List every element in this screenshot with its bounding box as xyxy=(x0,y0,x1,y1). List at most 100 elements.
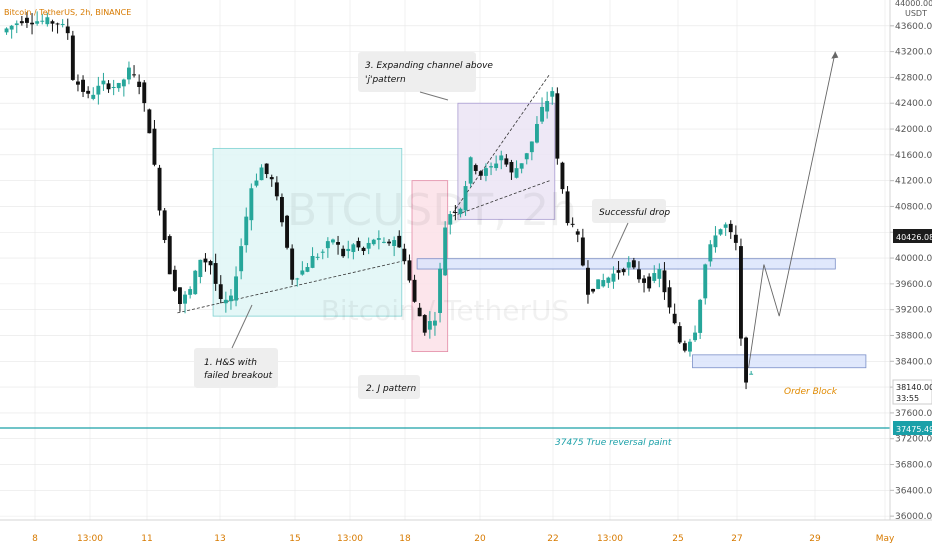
channel-bottom-line xyxy=(452,180,550,217)
candle-body xyxy=(45,17,50,25)
candle-body xyxy=(504,158,509,165)
candle-body xyxy=(178,287,182,304)
time-tick-label: 13:00 xyxy=(597,534,623,544)
candle-body xyxy=(468,157,473,184)
candle-body xyxy=(703,264,708,299)
candle-body xyxy=(351,244,356,253)
candle-body xyxy=(4,28,9,33)
time-tick-label: 18 xyxy=(399,534,411,544)
time-tick-label: 15 xyxy=(289,534,300,544)
candle-body xyxy=(550,91,555,97)
zones xyxy=(212,102,867,369)
candle-body xyxy=(382,241,386,243)
candle-body xyxy=(203,258,208,263)
j-note-label: 2. J pattern xyxy=(366,384,416,394)
candle-body xyxy=(642,278,646,283)
candle-body xyxy=(591,288,595,292)
candle-body xyxy=(152,128,157,165)
candle-body xyxy=(540,106,544,122)
candle-body xyxy=(718,229,723,235)
candle-body xyxy=(91,94,96,99)
candle-body xyxy=(356,240,361,248)
candle-body xyxy=(484,168,488,176)
candle-body xyxy=(121,79,126,87)
current-price-badge[interactable]: 40426.08 xyxy=(893,229,932,243)
candle-body xyxy=(336,242,340,245)
candle-body xyxy=(560,162,565,190)
candle-body xyxy=(545,101,550,112)
candle-body xyxy=(234,276,238,301)
candle-body xyxy=(499,155,504,161)
candle-body xyxy=(19,21,24,24)
candle-body xyxy=(509,161,514,173)
candle-body xyxy=(749,373,754,375)
last-price-value: 38140.00 xyxy=(896,383,932,392)
price-tick-label: 39200.00 xyxy=(895,306,932,316)
candle-body xyxy=(341,248,346,257)
time-tick-label: 13:00 xyxy=(77,534,103,544)
candle-body xyxy=(198,259,203,278)
candle-body xyxy=(733,234,738,243)
candle-body xyxy=(147,109,152,134)
neckline xyxy=(177,260,402,314)
candle-body xyxy=(555,93,560,159)
hs-note-line2: failed breakout xyxy=(204,371,273,381)
candle-body xyxy=(489,166,493,168)
channel-note[interactable]: 3. Expanding channel above 'j'pattern xyxy=(358,52,493,101)
candle-body xyxy=(427,321,432,330)
candle-body xyxy=(25,17,29,23)
candle-body xyxy=(269,177,274,180)
hs-note-line1: 1. H&S with xyxy=(204,358,257,368)
trendlines xyxy=(177,51,839,368)
drop-note[interactable]: Successful drop xyxy=(592,199,670,259)
candle-body xyxy=(70,35,75,80)
price-tick-label: 43600.00 xyxy=(895,22,932,32)
candle-body xyxy=(172,269,177,291)
candle-body xyxy=(397,235,402,248)
candle-body xyxy=(611,273,616,282)
candle-body xyxy=(478,171,483,176)
candle-body xyxy=(387,241,391,244)
time-tick-label: 8 xyxy=(32,534,38,544)
candle-body xyxy=(65,26,70,34)
candle-body xyxy=(438,268,442,313)
last-price-badge[interactable]: 38140.00 33:55 xyxy=(892,379,932,405)
price-tick-label: 36400.00 xyxy=(895,486,932,496)
candle-body xyxy=(570,223,575,225)
price-tick-label: 41200.00 xyxy=(895,177,932,187)
candle-body xyxy=(76,81,80,85)
chart-title: Bitcoin / TetherUS, 2h, BINANCE xyxy=(4,8,131,17)
hs-note[interactable]: 1. H&S with failed breakout xyxy=(194,304,278,388)
candle-body xyxy=(208,261,213,266)
time-axis[interactable]: 8 13:00 11 13 15 13:00 18 20 22 13:00 25 27 29 May xyxy=(32,534,895,544)
candle-body xyxy=(601,280,606,287)
candle-body xyxy=(285,215,289,248)
price-tick-label: 41600.00 xyxy=(895,151,932,161)
candle-body xyxy=(55,23,60,25)
channel-note-line1: 3. Expanding channel above xyxy=(365,61,493,71)
price-tick-label: 39600.00 xyxy=(895,280,932,290)
j-note[interactable]: 2. J pattern xyxy=(358,375,420,399)
candle-body xyxy=(101,80,106,85)
order-block-label: Order Block xyxy=(784,387,838,397)
time-tick-label: 25 xyxy=(672,534,683,544)
candle-body xyxy=(723,224,728,228)
candle-body xyxy=(162,210,167,241)
candle-body xyxy=(631,260,636,268)
current-price-value: 40426.08 xyxy=(896,233,932,242)
candle-body xyxy=(529,141,534,153)
candle-body xyxy=(586,267,590,295)
candle-body xyxy=(458,208,463,215)
candle-body xyxy=(652,273,657,281)
candle-body xyxy=(713,235,718,248)
candle-body xyxy=(249,188,254,221)
price-tick-label: 37600.00 xyxy=(895,409,932,419)
candle-body xyxy=(519,163,524,169)
price-tick-label: 36000.00 xyxy=(895,512,932,522)
candle-body xyxy=(40,20,45,22)
candle-body xyxy=(366,242,371,249)
candle-body xyxy=(325,241,330,249)
level-price-badge[interactable]: 37475.49 xyxy=(893,421,932,435)
candle-body xyxy=(254,180,259,186)
